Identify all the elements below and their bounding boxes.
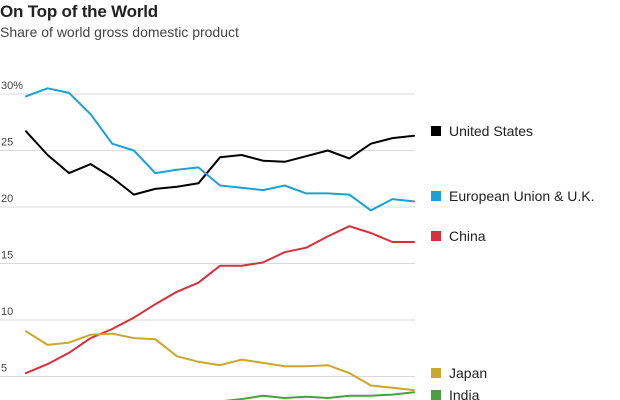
y-tick-label-5: 5 (1, 363, 7, 375)
series-line-united-states (25, 130, 415, 196)
y-tick-label-20: 20 (1, 193, 13, 205)
legend: United States European Union & U.K. China J… (431, 123, 595, 400)
legend-label-japan: Japan (449, 365, 487, 381)
chart-title: On Top of the World (0, 2, 158, 21)
y-tick-label-15: 15 (1, 250, 13, 262)
y-tick-label-25: 25 (1, 137, 13, 149)
legend-swatch-china (431, 231, 441, 241)
legend-label-european-union-u-k: European Union & U.K. (449, 188, 595, 204)
gridlines: 30% 25 20 15 10 5 (0, 80, 415, 377)
legend-swatch-united-states (431, 126, 441, 136)
legend-swatch-india (431, 390, 441, 400)
legend-swatch-japan (431, 368, 441, 378)
y-tick-label-30: 30% (1, 80, 23, 92)
chart-subtitle: Share of world gross domestic product (0, 24, 239, 40)
series-lines (25, 87, 415, 400)
legend-label-united-states: United States (449, 123, 533, 139)
legend-label-india: India (449, 387, 480, 400)
series-line-india (223, 391, 415, 400)
series-line-european-union-u-k (25, 87, 415, 212)
y-tick-label-10: 10 (1, 306, 13, 318)
series-line-japan (25, 330, 415, 392)
series-line-china (25, 225, 415, 375)
legend-swatch-european-union-u-k (431, 191, 441, 201)
legend-label-china: China (449, 228, 486, 244)
